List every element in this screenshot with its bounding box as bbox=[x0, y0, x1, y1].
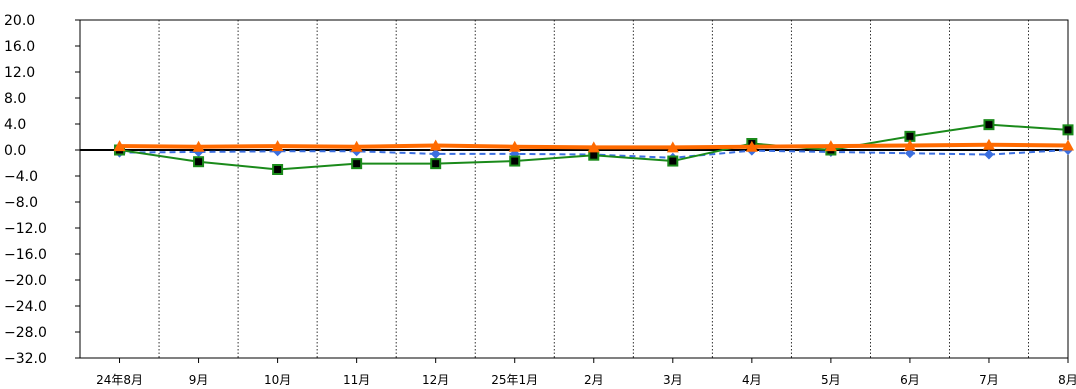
y-tick-label: −16.0 bbox=[4, 247, 47, 263]
x-tick-label: 6月 bbox=[900, 373, 920, 387]
y-tick-label: 12.0 bbox=[4, 65, 35, 81]
x-tick-label: 12月 bbox=[422, 373, 449, 387]
y-axis-ticks: 20.0 16.0 12.0 8.0 4.0 0.0 −4.0 −8.0 −12.0 −16.0 −… bbox=[4, 13, 80, 367]
series-group bbox=[113, 119, 1074, 175]
series-2-point bbox=[351, 158, 363, 170]
x-tick-label: 10月 bbox=[264, 373, 291, 387]
series-2-point bbox=[509, 155, 521, 167]
series-3-point bbox=[666, 141, 679, 153]
x-tick-label: 2月 bbox=[584, 373, 604, 387]
y-tick-label: 16.0 bbox=[4, 39, 35, 55]
x-tick-label: 24年8月 bbox=[96, 373, 143, 387]
x-tick-label: 9月 bbox=[189, 373, 209, 387]
x-tick-label: 4月 bbox=[742, 373, 762, 387]
x-tick-label: 25年1月 bbox=[491, 373, 538, 387]
y-tick-label: 8.0 bbox=[4, 91, 26, 107]
x-tick-label: 7月 bbox=[979, 373, 999, 387]
series-2-point bbox=[1062, 124, 1074, 136]
grid-lines bbox=[158, 20, 1029, 358]
series-3-point bbox=[982, 138, 995, 150]
series-2-point bbox=[193, 156, 205, 168]
series-2-point bbox=[430, 158, 442, 170]
y-tick-label: −24.0 bbox=[4, 299, 47, 315]
series-3-point bbox=[192, 140, 205, 152]
series-2-point bbox=[667, 155, 679, 167]
y-tick-label: −32.0 bbox=[4, 351, 47, 367]
x-tick-label: 8月 bbox=[1058, 373, 1076, 387]
series-3-point bbox=[824, 140, 837, 152]
series-2-point bbox=[272, 164, 284, 175]
y-tick-label: 0.0 bbox=[4, 143, 26, 159]
series-1-point bbox=[430, 148, 441, 159]
x-tick-label: 3月 bbox=[663, 373, 683, 387]
plot-area bbox=[79, 19, 1069, 359]
y-tick-label: −20.0 bbox=[4, 273, 47, 289]
series-3-point bbox=[587, 141, 600, 153]
y-tick-label: 4.0 bbox=[4, 117, 26, 133]
series-1-point bbox=[983, 149, 994, 160]
series-3-point bbox=[350, 140, 363, 152]
series-3-point bbox=[508, 140, 521, 152]
x-tick-label: 5月 bbox=[821, 373, 841, 387]
x-axis-ticks: 24年8月 9月 10月 11月 12月 25年1月 2月 3月 4月 5月 6月 7月 8月 bbox=[96, 358, 1076, 387]
y-tick-label: −8.0 bbox=[4, 195, 38, 211]
y-tick-label: −12.0 bbox=[4, 221, 47, 237]
y-tick-label: −28.0 bbox=[4, 325, 47, 341]
series-3-point bbox=[113, 140, 126, 152]
series-3-point bbox=[745, 140, 758, 152]
series-3-point bbox=[1062, 139, 1074, 151]
x-tick-label: 11月 bbox=[343, 373, 370, 387]
y-tick-label: 20.0 bbox=[4, 13, 35, 29]
series-3-point bbox=[429, 139, 442, 151]
series-3-point bbox=[271, 140, 284, 152]
y-tick-label: −4.0 bbox=[4, 169, 38, 185]
series-3-point bbox=[903, 139, 916, 151]
series-2-point bbox=[983, 119, 995, 131]
series-1-point bbox=[904, 148, 915, 159]
